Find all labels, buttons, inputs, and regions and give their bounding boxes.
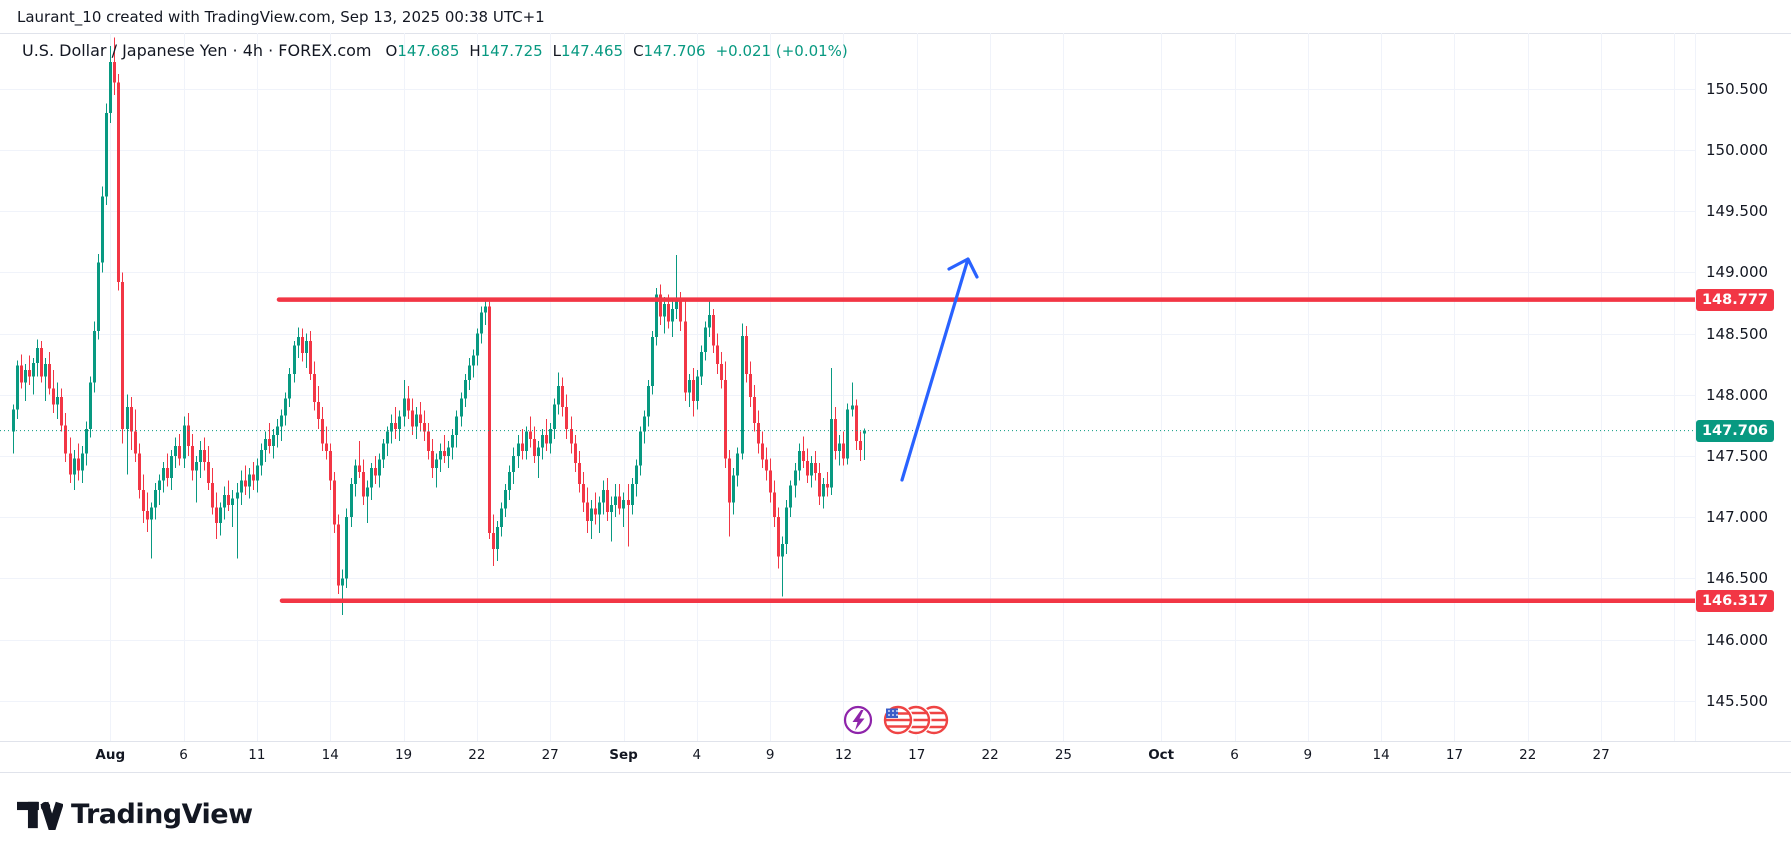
- tradingview-logo-text: TradingView: [71, 799, 253, 830]
- candlestick-series[interactable]: [12, 37, 866, 616]
- time-tick-label: 22: [981, 747, 999, 763]
- divider: [0, 741, 1791, 742]
- open-value: O147.685: [385, 42, 460, 60]
- price-tick-label: 148.000: [1706, 385, 1769, 404]
- time-tick-label: 11: [248, 747, 266, 763]
- time-tick-label: 22: [468, 747, 486, 763]
- price-badge: 148.777: [1696, 288, 1774, 311]
- economic-events-row[interactable]: [838, 700, 968, 740]
- price-tick-label: 147.500: [1706, 446, 1769, 465]
- time-tick-label: 27: [541, 747, 559, 763]
- time-tick-label: 17: [908, 747, 926, 763]
- grid-lines: [0, 33, 1695, 741]
- low-value: L147.465: [552, 42, 624, 60]
- power-event-icon[interactable]: [843, 705, 873, 735]
- time-tick-label: Sep: [609, 747, 638, 763]
- trend-arrow[interactable]: [900, 257, 979, 482]
- divider: [0, 33, 1791, 34]
- time-tick-label: 6: [179, 747, 188, 763]
- price-scale[interactable]: 150.500 150.000 149.500 149.000 148.500 148.0…: [1695, 33, 1791, 741]
- time-tick-label: 14: [321, 747, 339, 763]
- price-tick-label: 150.500: [1706, 79, 1769, 98]
- time-tick-label: 12: [834, 747, 853, 763]
- time-tick-label: Oct: [1148, 747, 1175, 763]
- tradingview-logo[interactable]: TradingView: [17, 799, 253, 830]
- time-tick-label: 17: [1445, 747, 1464, 763]
- time-tick-label: 6: [1230, 747, 1239, 763]
- time-tick-label: 19: [394, 747, 413, 763]
- us-flag-event-icons[interactable]: [882, 704, 950, 736]
- attribution-text: Laurant_10 created with TradingView.com,…: [17, 8, 545, 26]
- price-tick-label: 146.000: [1706, 630, 1769, 649]
- time-tick-label: Aug: [95, 747, 126, 763]
- time-tick-label: 9: [1303, 747, 1313, 763]
- time-tick-label: 14: [1372, 747, 1390, 763]
- price-tick-label: 149.500: [1706, 202, 1769, 221]
- time-tick-label: 22: [1519, 747, 1537, 763]
- time-tick-label: 25: [1054, 747, 1072, 763]
- tradingview-logo-icon: [17, 801, 63, 830]
- divider: [1695, 33, 1696, 741]
- price-badge: 147.706: [1696, 419, 1774, 442]
- time-tick-label: 27: [1592, 747, 1610, 763]
- divider: [0, 772, 1791, 773]
- symbol-title: U.S. Dollar / Japanese Yen · 4h · FOREX.…: [22, 41, 372, 60]
- price-tick-label: 147.000: [1706, 508, 1769, 527]
- time-tick-label: 9: [765, 747, 775, 763]
- high-value: H147.725: [469, 42, 543, 60]
- us-flag-icon: [882, 704, 914, 736]
- price-tick-label: 149.000: [1706, 263, 1769, 282]
- change-value: +0.021 (+0.01%): [715, 42, 848, 60]
- price-tick-label: 145.500: [1706, 691, 1769, 710]
- symbol-legend: U.S. Dollar / Japanese Yen · 4h · FOREX.…: [22, 41, 848, 60]
- close-value: C147.706: [633, 42, 706, 60]
- price-tick-label: 150.000: [1706, 140, 1769, 159]
- ohlc-readout: O147.685 H147.725 L147.465 C147.706 +0.0…: [386, 42, 848, 60]
- price-tick-label: 146.500: [1706, 569, 1769, 588]
- time-scale[interactable]: Aug 6 11 14 19 22 27 Sep 4 9 12 17 22 25 Oct 6 9 14 17 22 27: [0, 742, 1791, 772]
- price-tick-label: 148.500: [1706, 324, 1769, 343]
- time-tick-label: 4: [692, 747, 702, 763]
- price-badge: 146.317: [1696, 589, 1774, 612]
